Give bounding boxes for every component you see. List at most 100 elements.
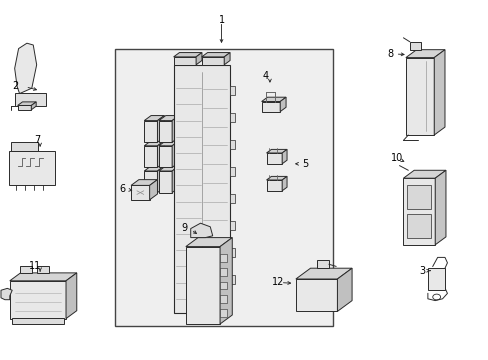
Polygon shape — [185, 247, 220, 324]
Polygon shape — [201, 53, 229, 57]
Bar — [20, 266, 32, 273]
Circle shape — [436, 232, 442, 236]
Polygon shape — [337, 268, 351, 311]
Bar — [220, 268, 227, 276]
Text: 3: 3 — [419, 266, 425, 276]
Text: 4: 4 — [262, 71, 268, 81]
Bar — [316, 260, 328, 268]
Polygon shape — [66, 273, 77, 319]
Bar — [409, 42, 420, 50]
Text: 10: 10 — [390, 153, 403, 163]
Bar — [173, 65, 229, 313]
Polygon shape — [159, 166, 179, 171]
Polygon shape — [144, 171, 157, 193]
Text: 9: 9 — [182, 222, 187, 233]
Circle shape — [16, 176, 23, 182]
Bar — [37, 266, 49, 273]
Polygon shape — [31, 102, 36, 110]
Polygon shape — [403, 170, 445, 178]
Polygon shape — [131, 180, 157, 185]
Polygon shape — [131, 185, 149, 200]
Polygon shape — [196, 53, 202, 65]
Bar — [115, 49, 332, 326]
Polygon shape — [157, 166, 164, 193]
Polygon shape — [10, 273, 77, 281]
Polygon shape — [405, 50, 444, 58]
Polygon shape — [280, 97, 285, 112]
Polygon shape — [403, 178, 434, 245]
Text: 12: 12 — [271, 276, 284, 287]
Polygon shape — [18, 102, 36, 105]
Bar — [229, 113, 234, 122]
Polygon shape — [144, 146, 157, 167]
Circle shape — [32, 176, 40, 182]
Polygon shape — [157, 141, 164, 167]
Polygon shape — [1, 288, 12, 300]
Polygon shape — [261, 97, 285, 102]
Polygon shape — [172, 141, 179, 167]
Polygon shape — [144, 141, 164, 146]
Bar — [220, 309, 227, 317]
Polygon shape — [433, 50, 444, 135]
Bar — [9, 151, 55, 185]
Polygon shape — [15, 43, 37, 94]
Bar — [229, 140, 234, 149]
Polygon shape — [159, 146, 172, 167]
Polygon shape — [172, 166, 179, 193]
Polygon shape — [282, 149, 286, 164]
Polygon shape — [159, 141, 179, 146]
Bar — [229, 221, 234, 230]
Bar — [407, 185, 430, 209]
Bar — [12, 318, 63, 324]
Polygon shape — [159, 171, 172, 193]
Polygon shape — [159, 121, 172, 142]
Polygon shape — [185, 238, 232, 247]
Bar — [220, 295, 227, 303]
Polygon shape — [173, 57, 196, 65]
Polygon shape — [434, 170, 445, 245]
Polygon shape — [144, 121, 157, 142]
Polygon shape — [173, 53, 202, 57]
Polygon shape — [261, 102, 280, 112]
Polygon shape — [220, 238, 232, 324]
Polygon shape — [266, 149, 286, 153]
Text: 2: 2 — [13, 81, 19, 91]
Bar — [229, 86, 234, 95]
Text: 8: 8 — [387, 49, 393, 59]
Text: 1: 1 — [218, 15, 224, 25]
Polygon shape — [295, 279, 337, 311]
Bar — [229, 167, 234, 176]
Circle shape — [436, 187, 442, 191]
Text: 5: 5 — [302, 159, 308, 169]
Polygon shape — [201, 57, 224, 65]
Polygon shape — [405, 58, 433, 135]
Polygon shape — [149, 180, 157, 200]
Polygon shape — [157, 116, 164, 142]
Bar — [220, 254, 227, 262]
Text: 7: 7 — [35, 135, 41, 145]
Circle shape — [191, 228, 199, 233]
Polygon shape — [159, 116, 179, 121]
Circle shape — [432, 294, 440, 300]
Bar — [15, 93, 46, 106]
Bar — [229, 275, 234, 284]
Polygon shape — [282, 176, 286, 191]
Bar — [229, 248, 234, 257]
Polygon shape — [144, 166, 164, 171]
Bar — [11, 142, 38, 151]
Bar — [220, 282, 227, 289]
Bar — [407, 214, 430, 238]
Bar — [229, 194, 234, 203]
Polygon shape — [10, 281, 66, 319]
Polygon shape — [190, 223, 212, 238]
Polygon shape — [266, 176, 286, 180]
Text: 11: 11 — [29, 261, 41, 271]
Bar — [427, 268, 445, 290]
Text: 6: 6 — [120, 184, 126, 194]
Polygon shape — [266, 180, 282, 191]
Polygon shape — [224, 53, 229, 65]
Circle shape — [413, 67, 421, 73]
Circle shape — [317, 262, 323, 266]
Polygon shape — [266, 153, 282, 164]
Polygon shape — [144, 116, 164, 121]
